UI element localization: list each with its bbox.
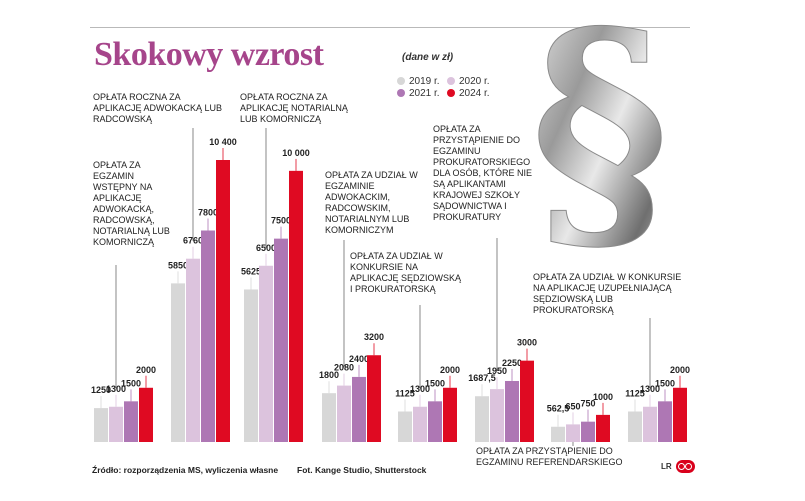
paragraph-symbol-icon: § <box>530 0 670 255</box>
bar-g5-s3 <box>428 401 442 442</box>
group-label-7: Opłata za przystąpienie do egzaminu refe… <box>476 446 623 467</box>
bar-g6-s4 <box>520 360 534 442</box>
page-title: Skokowy wzrost <box>94 36 324 73</box>
data-label-g8-s1: 1125 <box>625 388 645 398</box>
data-label-g5-s4: 2000 <box>440 365 460 375</box>
brand-badge-icon <box>676 460 695 473</box>
data-label-g1-s4: 2000 <box>136 365 156 375</box>
legend-dot-icon <box>447 77 455 85</box>
bar-g5-s1 <box>398 411 412 442</box>
legend-dot-icon <box>397 77 405 85</box>
bar-g8-s1 <box>628 411 642 442</box>
legend-item-2024: 2024 r. <box>447 88 490 99</box>
data-label-g3-s4: 10 000 <box>282 148 310 158</box>
bar-g4-s2 <box>337 385 351 442</box>
bar-g6-s3 <box>505 380 519 442</box>
group-label-8: Opłata za udział w konkursie na aplikacj… <box>533 272 682 315</box>
bar-g6-s1 <box>475 396 489 442</box>
data-label-g2-s2: 6760 <box>183 236 203 246</box>
bar-g5-s2 <box>413 406 427 442</box>
data-label-g5-s3: 1500 <box>425 378 445 388</box>
data-label-g1-s2: 1300 <box>106 384 126 394</box>
bar-g7-s4 <box>596 414 610 442</box>
bar-g4-s4 <box>367 355 381 442</box>
group-label-5: Opłata za udział w konkursie na aplikacj… <box>350 251 462 294</box>
legend-dot-icon <box>397 89 405 97</box>
legend-label: 2021 r. <box>409 88 440 99</box>
bar-g3-s3 <box>274 238 288 442</box>
data-label-g8-s4: 2000 <box>670 365 690 375</box>
data-label-g6-s2: 1950 <box>487 366 507 376</box>
data-label-g8-s3: 1500 <box>655 378 675 388</box>
data-label-g2-s1: 5850 <box>168 260 188 270</box>
legend-label: 2024 r. <box>459 88 490 99</box>
bar-g1-s1 <box>94 408 108 442</box>
bar-g4-s3 <box>352 376 366 442</box>
bar-g2-s1 <box>171 283 185 442</box>
data-label-g2-s3: 7800 <box>198 208 218 218</box>
data-label-g7-s1: 562,5 <box>547 404 570 414</box>
data-label-g1-s3: 1500 <box>121 378 141 388</box>
data-label-g6-s1: 1687,5 <box>468 373 496 383</box>
bar-g1-s2 <box>109 406 123 442</box>
legend-dot-icon <box>447 89 455 97</box>
data-label-g7-s2: 650 <box>565 401 580 411</box>
top-rule <box>90 27 690 28</box>
bar-g7-s2 <box>566 424 580 442</box>
data-label-g7-s4: 1000 <box>593 392 613 402</box>
bar-g6-s2 <box>490 389 504 442</box>
bar-g1-s4 <box>139 387 153 442</box>
bar-g8-s2 <box>643 406 657 442</box>
group-label-3: Opłata roczna za aplikację notarialną lu… <box>240 92 348 124</box>
bar-g7-s3 <box>581 421 595 442</box>
data-label-g6-s3: 2250 <box>502 358 522 368</box>
group-label-1: Opłata za egzamin wstępny na aplikację a… <box>93 160 170 247</box>
bar-g2-s3 <box>201 230 215 442</box>
data-label-g4-s4: 3200 <box>364 332 384 342</box>
source-note: Źródło: rozporządzenia MS, wyliczenia wł… <box>92 465 279 475</box>
legend-item-2019: 2019 r. <box>397 76 440 87</box>
data-label-g6-s4: 3000 <box>517 338 537 348</box>
data-label-g4-s3: 2400 <box>349 354 369 364</box>
data-label-g2-s4: 10 400 <box>209 137 237 147</box>
data-label-g3-s2: 6500 <box>256 243 276 253</box>
bar-g3-s4 <box>289 170 303 442</box>
data-label-g1-s1: 1250 <box>91 385 111 395</box>
group-label-4: Opłata za udział w egzaminie adwokackim,… <box>325 170 418 235</box>
unit-note: (dane w zł) <box>402 52 454 63</box>
bar-g4-s1 <box>322 393 336 442</box>
publisher-logo: LR <box>661 462 672 471</box>
photo-credit: Fot. Kange Studio, Shutterstock <box>297 465 427 475</box>
group-label-6: Opłata za przystąpienie do egzaminu prok… <box>433 124 533 222</box>
bar-g2-s2 <box>186 258 200 442</box>
svg-text:§: § <box>531 0 670 255</box>
data-label-g3-s1: 5625 <box>241 266 261 276</box>
legend-item-2021: 2021 r. <box>397 88 440 99</box>
data-label-g8-s2: 1300 <box>640 384 660 394</box>
bar-g3-s2 <box>259 265 273 442</box>
data-label-g5-s2: 1300 <box>410 384 430 394</box>
data-label-g5-s1: 1125 <box>395 388 415 398</box>
bar-g8-s3 <box>658 401 672 442</box>
data-label-g3-s3: 7500 <box>271 216 291 226</box>
legend-item-2020: 2020 r. <box>447 76 490 87</box>
bar-g1-s3 <box>124 401 138 442</box>
legend-label: 2019 r. <box>409 76 440 87</box>
data-label-g4-s2: 2080 <box>334 363 354 373</box>
legend-label: 2020 r. <box>459 76 490 87</box>
bar-g7-s1 <box>551 426 565 442</box>
bar-g3-s1 <box>244 289 258 442</box>
bar-g8-s4 <box>673 387 687 442</box>
group-label-2: Opłata roczna za aplikację adwokacką lub… <box>93 92 223 124</box>
bar-g5-s4 <box>443 387 457 442</box>
data-label-g4-s1: 1800 <box>319 370 339 380</box>
bar-g2-s4 <box>216 160 230 442</box>
data-label-g7-s3: 750 <box>580 399 595 409</box>
